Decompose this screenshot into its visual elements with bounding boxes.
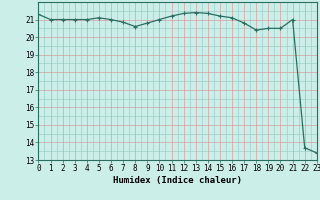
X-axis label: Humidex (Indice chaleur): Humidex (Indice chaleur)	[113, 176, 242, 185]
